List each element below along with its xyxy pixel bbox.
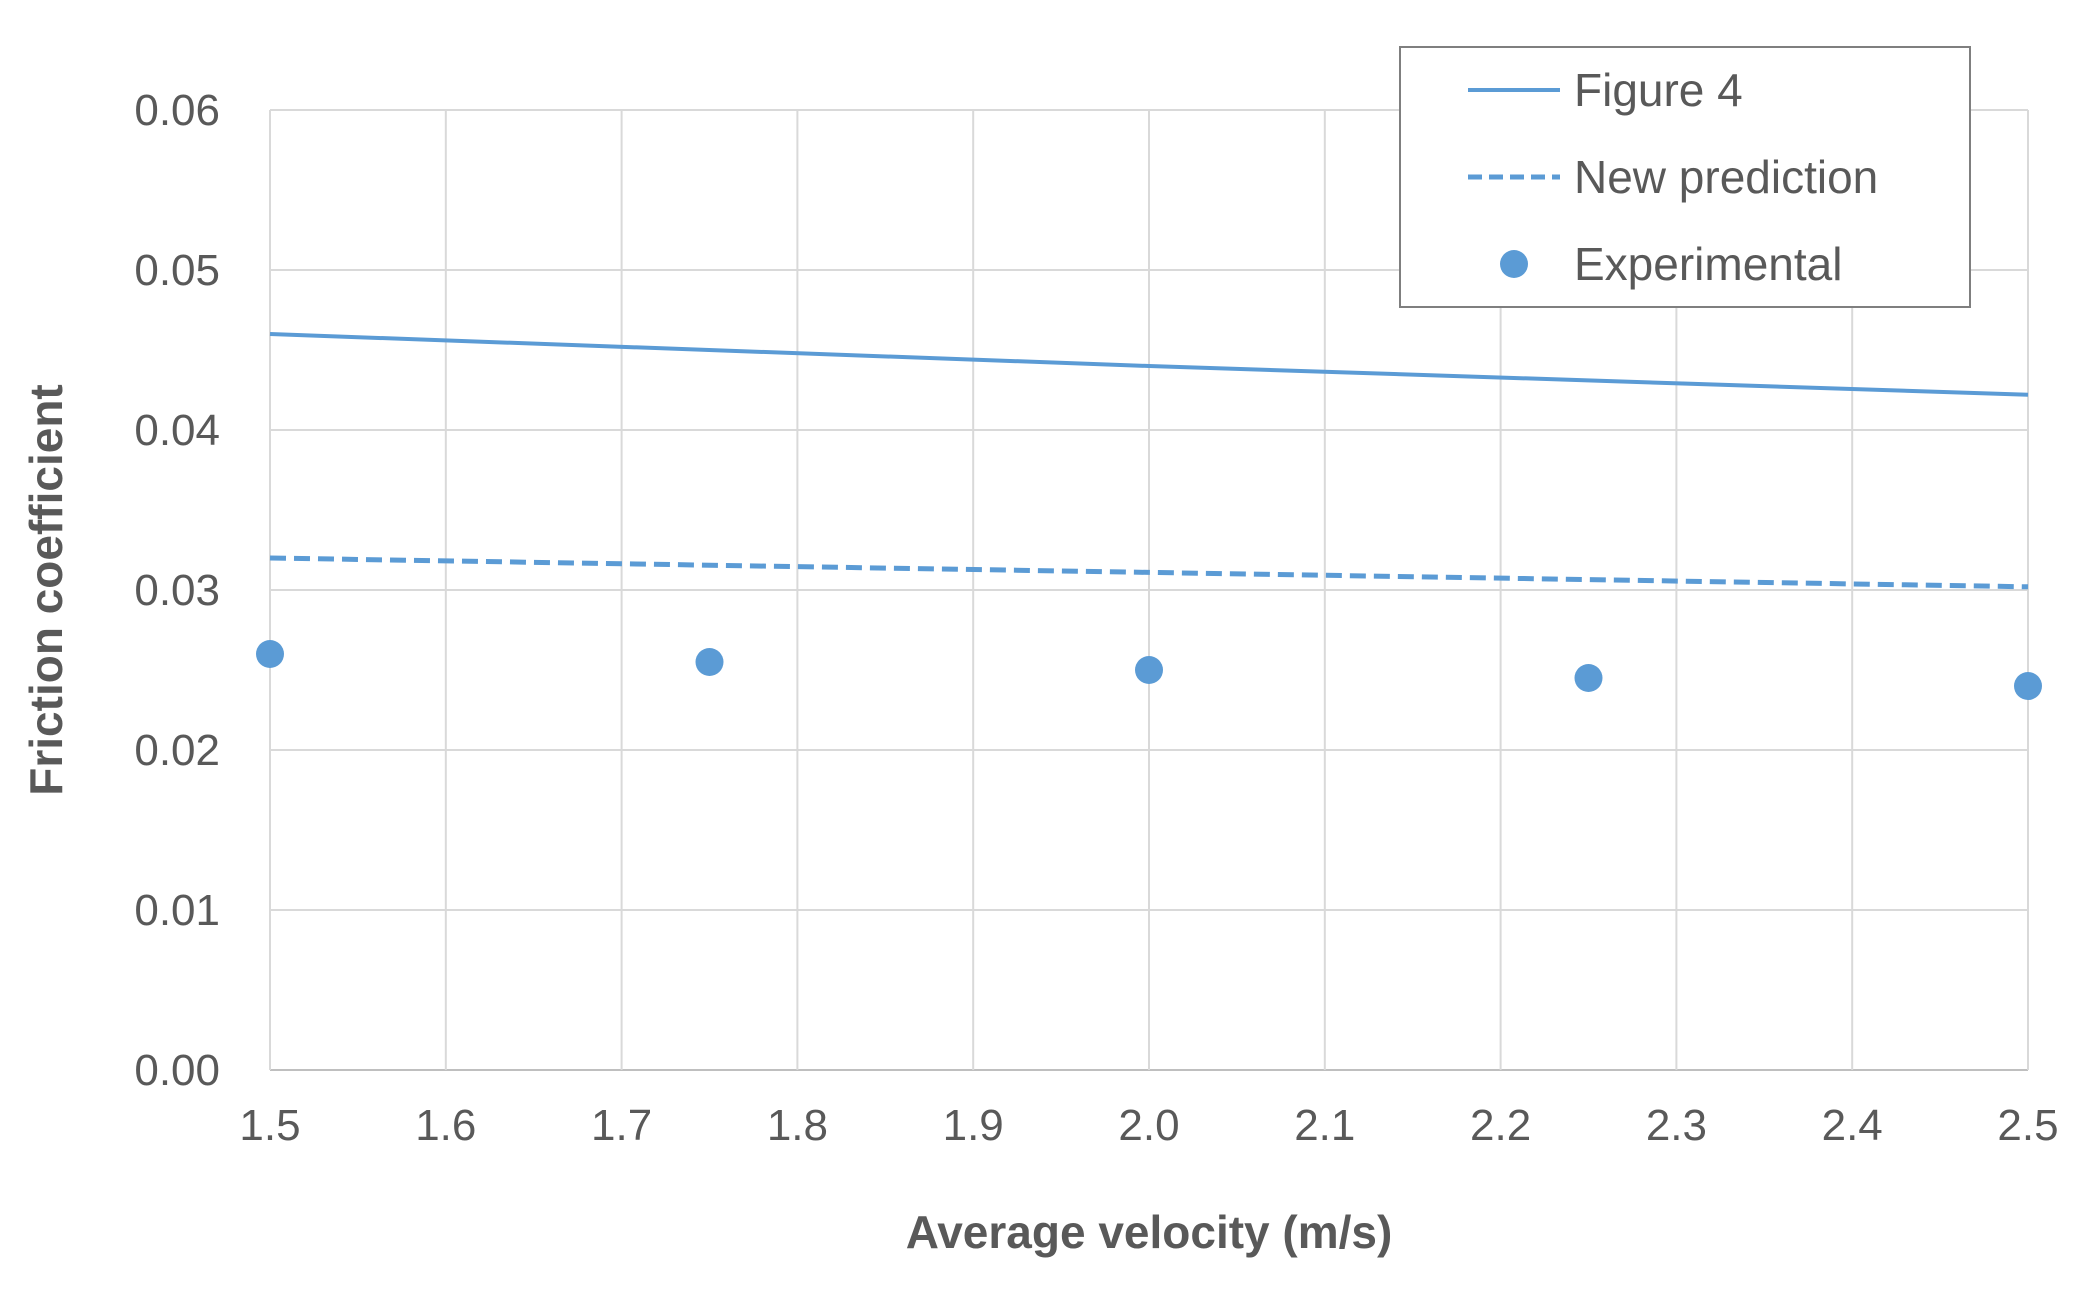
legend-label-new-prediction: New prediction (1574, 151, 1878, 203)
x-tick-label: 2.5 (1997, 1101, 2058, 1150)
series-line-figure-4 (269, 332, 2029, 397)
x-axis-title: Average velocity (m/s) (906, 1206, 1393, 1258)
y-tick-label: 0.06 (134, 86, 220, 135)
y-tick-labels: 0.00 0.01 0.02 0.03 0.04 0.05 0.06 (134, 86, 220, 1095)
y-tick-label: 0.04 (134, 406, 220, 455)
x-tick-label: 2.3 (1646, 1101, 1707, 1150)
x-tick-label: 2.1 (1294, 1101, 1355, 1150)
x-tick-label: 1.6 (415, 1101, 476, 1150)
y-tick-label: 0.00 (134, 1046, 220, 1095)
series-layer (256, 332, 2042, 700)
y-tick-label: 0.02 (134, 726, 220, 775)
experimental-point (256, 640, 284, 668)
y-tick-label: 0.01 (134, 886, 220, 935)
y-tick-label: 0.05 (134, 246, 220, 295)
grid-lines (269, 109, 2029, 1071)
experimental-point (1574, 664, 1603, 692)
experimental-point (695, 648, 724, 676)
x-tick-label: 1.7 (591, 1101, 652, 1150)
x-tick-label: 2.4 (1822, 1101, 1883, 1150)
legend: Figure 4 New prediction Experimental (1399, 46, 1971, 308)
series-line-new-prediction (269, 555, 2029, 590)
x-tick-label: 1.9 (943, 1101, 1004, 1150)
legend-label-experimental: Experimental (1574, 238, 1842, 290)
x-tick-label: 1.8 (767, 1101, 828, 1150)
x-tick-labels: 1.5 1.6 1.7 1.8 1.9 2.0 2.1 2.2 2.3 2.4 2.5 (239, 1101, 2058, 1150)
experimental-point (2014, 672, 2042, 700)
legend-swatch-experimental (1500, 250, 1528, 278)
x-tick-label: 2.0 (1118, 1101, 1179, 1150)
y-tick-label: 0.03 (134, 566, 220, 615)
x-tick-label: 1.5 (239, 1101, 300, 1150)
y-axis-title: Friction coefficient (20, 384, 72, 795)
legend-label-figure-4: Figure 4 (1574, 64, 1743, 116)
x-tick-label: 2.2 (1470, 1101, 1531, 1150)
experimental-point (1135, 656, 1163, 684)
